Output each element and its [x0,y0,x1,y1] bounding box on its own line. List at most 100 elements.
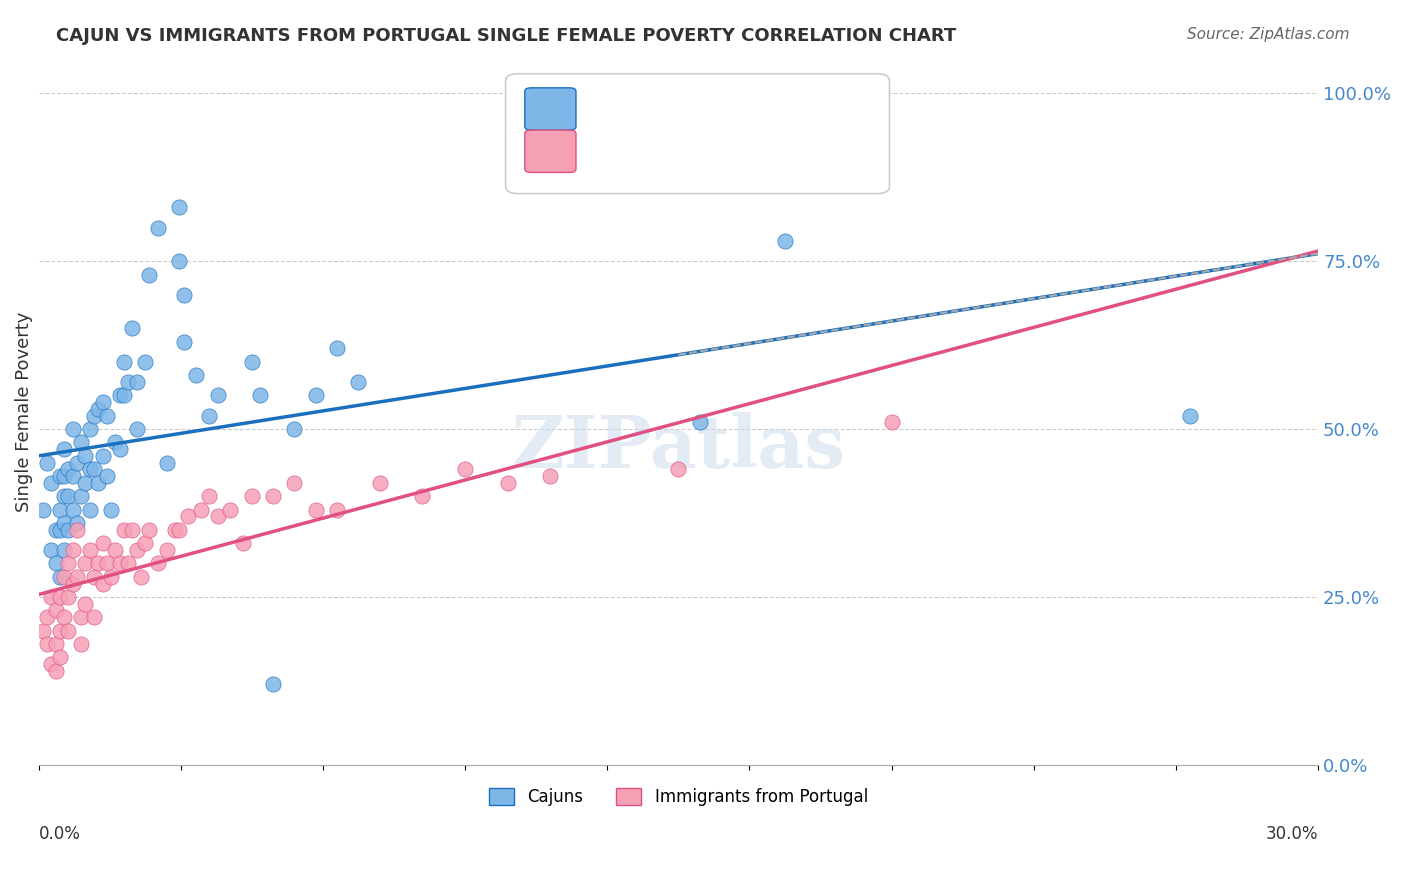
Point [112,388,135,402]
Point [45,523,67,537]
Point [155,543,177,558]
Point [41,657,63,672]
Point [538,469,561,483]
Point [198,489,221,503]
Point [62,422,84,436]
Point [41,475,63,490]
Point [96,409,118,423]
Point [108,557,131,571]
Point [125,422,148,436]
Point [45,603,67,617]
Point [454,462,477,476]
Point [219,502,242,516]
Point [79,502,101,516]
Point [79,462,101,476]
Point [262,677,284,691]
Point [155,456,177,470]
Point [146,557,169,571]
Point [207,509,229,524]
Point [326,502,349,516]
Point [134,355,156,369]
Point [53,516,76,530]
Point [53,489,76,503]
Point [58,557,80,571]
Point [100,502,122,516]
Point [190,502,212,516]
Point [66,570,89,584]
Point [117,557,139,571]
Text: 30.0%: 30.0% [1265,825,1319,843]
Point [198,409,221,423]
Point [368,475,391,490]
Point [326,342,349,356]
Point [129,570,152,584]
Point [75,449,97,463]
Point [49,590,72,604]
Point [75,475,97,490]
Point [249,388,271,402]
Point [62,502,84,516]
Point [49,624,72,638]
Point [91,576,114,591]
Point [53,570,76,584]
Point [108,442,131,457]
Point [496,475,519,490]
Point [35,637,58,651]
Point [283,475,305,490]
Point [62,576,84,591]
Point [58,624,80,638]
Point [49,570,72,584]
Point [70,637,93,651]
Point [112,355,135,369]
Point [146,220,169,235]
Point [173,287,195,301]
Y-axis label: Single Female Poverty: Single Female Poverty [15,312,32,513]
Point [75,557,97,571]
Point [186,368,208,383]
Point [79,543,101,558]
FancyBboxPatch shape [524,87,576,130]
Point [70,610,93,624]
Point [411,489,433,503]
Point [108,388,131,402]
Point [49,502,72,516]
Point [49,650,72,665]
Point [87,475,110,490]
Text: R = 0.395   N = 69: R = 0.395 N = 69 [589,96,759,114]
Point [58,590,80,604]
Point [207,388,229,402]
Point [41,590,63,604]
Point [41,543,63,558]
FancyBboxPatch shape [506,74,890,194]
Point [83,570,105,584]
Point [666,462,689,476]
Point [58,489,80,503]
Point [283,422,305,436]
FancyBboxPatch shape [524,130,576,172]
Point [177,509,200,524]
Point [83,610,105,624]
Point [240,355,263,369]
Point [104,543,127,558]
Point [138,268,160,282]
Point [773,234,796,248]
Point [91,536,114,550]
Point [305,502,328,516]
Point [31,502,53,516]
Point [117,375,139,389]
Point [125,375,148,389]
Point [163,523,186,537]
Point [121,321,143,335]
Point [91,449,114,463]
Legend: Cajuns, Immigrants from Portugal: Cajuns, Immigrants from Portugal [482,781,875,813]
Point [173,334,195,349]
Point [169,200,191,214]
Point [104,435,127,450]
Point [96,557,118,571]
Point [35,610,58,624]
Point [35,456,58,470]
Point [49,469,72,483]
Point [880,415,903,429]
Point [87,557,110,571]
Point [53,610,76,624]
